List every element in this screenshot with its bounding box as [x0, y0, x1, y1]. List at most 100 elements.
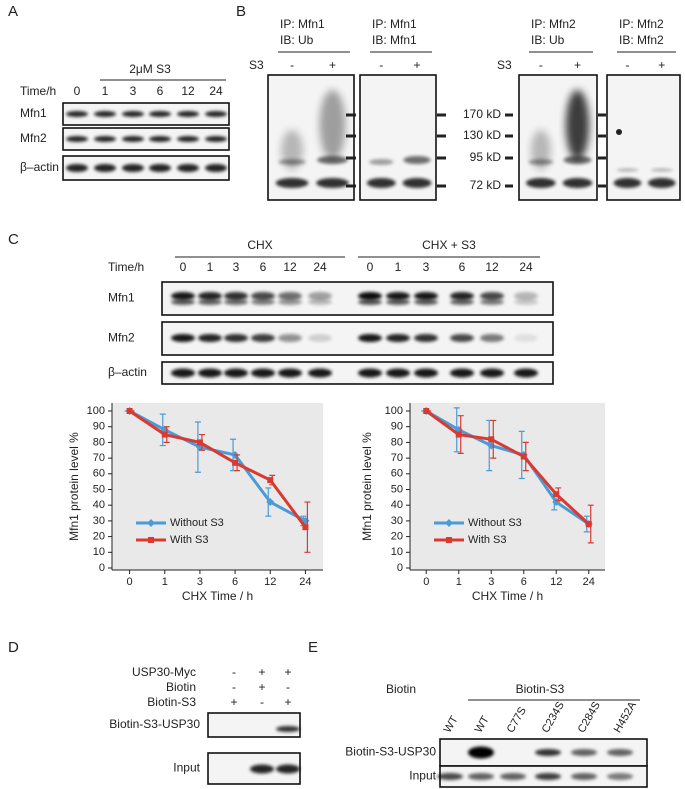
- band: [171, 368, 195, 378]
- x-tick-label: 3: [197, 576, 203, 588]
- ip-label: IP: Mfn2: [531, 17, 576, 31]
- band: [177, 136, 199, 142]
- band: [122, 136, 144, 142]
- x-tick-label: 6: [521, 576, 527, 588]
- legend-marker: [147, 519, 155, 527]
- y-tick-label: 10: [391, 546, 403, 558]
- sign: +: [658, 58, 665, 72]
- band: [198, 292, 222, 300]
- panel-label: E: [308, 639, 318, 656]
- band: [224, 334, 248, 342]
- band: [319, 90, 346, 160]
- band: [171, 299, 195, 305]
- sign: -: [290, 58, 294, 72]
- band: [480, 292, 504, 300]
- ib-label: IB: Mfn1: [372, 33, 417, 47]
- point: [161, 431, 168, 438]
- band: [386, 334, 410, 342]
- x-tick-label: 12: [550, 576, 562, 588]
- band: [251, 368, 275, 378]
- band: [526, 178, 556, 188]
- sign: +: [258, 665, 265, 679]
- marker-label: 170 kD: [463, 107, 501, 121]
- lane-label: C77S: [505, 705, 529, 735]
- band: [251, 292, 275, 300]
- x-tick-label: 0: [127, 576, 133, 588]
- point: [455, 431, 462, 438]
- band: [414, 292, 438, 300]
- band: [66, 164, 88, 172]
- band: [281, 130, 303, 170]
- plot-area: [112, 403, 323, 570]
- x-tick-label: 24: [299, 576, 311, 588]
- y-axis-label: Mfn1 protein level %: [67, 432, 81, 541]
- band: [414, 334, 438, 342]
- band: [276, 726, 300, 732]
- ib-label: IB: Ub: [531, 33, 565, 47]
- lane-label: WT: [473, 714, 492, 735]
- y-tick-label: 70: [391, 452, 403, 464]
- point: [585, 521, 592, 528]
- row-label: Input: [409, 769, 436, 783]
- row-label: Mfn2: [108, 331, 135, 345]
- band: [66, 136, 88, 142]
- x-axis-label: CHX Time / h: [472, 589, 543, 603]
- sign: -: [286, 680, 290, 694]
- y-tick-label: 90: [93, 421, 105, 433]
- band: [251, 299, 275, 305]
- s3-label: S3: [249, 58, 264, 72]
- row-label: Biotin-S3-USP30: [109, 717, 200, 731]
- point: [488, 436, 495, 443]
- marker-label: 130 kD: [463, 128, 501, 142]
- band: [308, 334, 332, 342]
- group-label: CHX: [247, 238, 272, 252]
- y-tick-label: 90: [391, 421, 403, 433]
- band: [514, 368, 538, 378]
- row-label: Mfn2: [20, 131, 47, 145]
- time: 6: [157, 84, 164, 98]
- group-label: CHX + S3: [422, 238, 476, 252]
- sign: -: [379, 58, 383, 72]
- point: [423, 408, 430, 414]
- band: [535, 773, 561, 780]
- y-tick-label: 40: [93, 499, 105, 511]
- band: [514, 334, 538, 342]
- plot-area: [410, 403, 605, 570]
- sign: +: [258, 680, 265, 694]
- band: [278, 292, 302, 300]
- legend-marker: [446, 537, 452, 543]
- sign: +: [413, 58, 420, 72]
- band: [205, 136, 227, 142]
- band: [616, 168, 639, 172]
- time: 0: [180, 260, 187, 274]
- y-tick-label: 80: [391, 436, 403, 448]
- band: [198, 334, 222, 342]
- biotin-label: Biotin: [386, 682, 416, 696]
- sign: -: [625, 58, 629, 72]
- row-label: β–actin: [108, 365, 147, 379]
- band: [607, 749, 633, 756]
- condition-label: Biotin-S3: [147, 695, 196, 709]
- sign: -: [232, 680, 236, 694]
- band: [366, 178, 396, 188]
- y-tick-label: 30: [93, 515, 105, 527]
- band: [278, 334, 302, 342]
- s3-label: S3: [497, 58, 512, 72]
- band: [571, 749, 597, 756]
- blot: [62, 155, 230, 181]
- sign: +: [284, 695, 291, 709]
- ip-label: IP: Mfn1: [280, 17, 325, 31]
- sign: +: [284, 665, 291, 679]
- band: [224, 299, 248, 305]
- band: [171, 292, 195, 300]
- time: 12: [485, 260, 499, 274]
- time: 6: [459, 260, 466, 274]
- x-tick-label: 24: [583, 576, 595, 588]
- point: [266, 498, 275, 507]
- band: [650, 168, 673, 172]
- band: [468, 773, 494, 780]
- band: [358, 368, 382, 378]
- series-line: [425, 409, 590, 526]
- band: [514, 299, 538, 305]
- legend-marker: [148, 537, 154, 543]
